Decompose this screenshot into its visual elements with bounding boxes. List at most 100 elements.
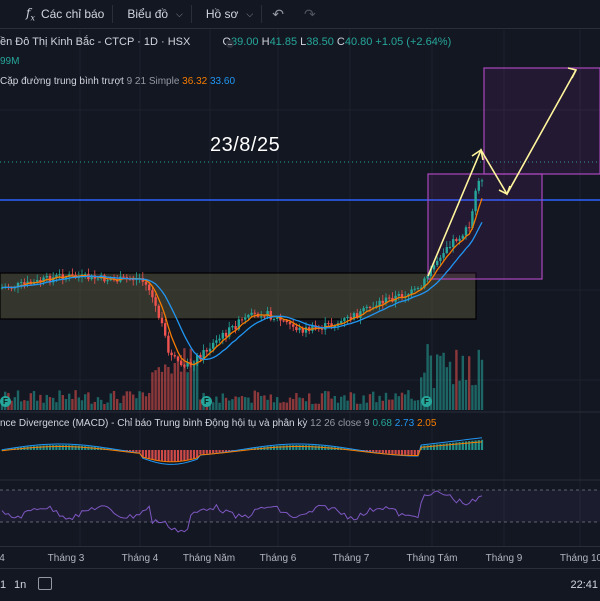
candle-body — [218, 338, 221, 341]
macd-bar — [468, 441, 471, 450]
candle-body — [176, 356, 180, 361]
volume-bar — [125, 391, 128, 410]
target-box-lower[interactable] — [427, 173, 543, 280]
macd-bar — [404, 450, 407, 455]
macd-bar — [164, 450, 167, 462]
macd-bar — [170, 450, 173, 462]
candle-body — [311, 325, 314, 331]
volume-bar — [176, 359, 180, 410]
volume-bar — [192, 360, 196, 410]
candle-body — [272, 318, 276, 320]
forecast-arrows[interactable] — [427, 67, 578, 277]
profile-button[interactable]: Hồ sơ ⌵ — [192, 0, 261, 28]
volume-bar — [458, 380, 461, 410]
xaxis-label: Tháng 4 — [121, 553, 159, 564]
volume-bar — [471, 385, 474, 410]
volume-bar — [135, 398, 138, 410]
macd-bar — [224, 450, 228, 452]
dividend-f-icon[interactable]: F — [201, 396, 212, 407]
macd-bar — [394, 450, 397, 455]
volume-bar — [45, 394, 48, 410]
indicators-button[interactable]: fx Các chỉ báo — [0, 0, 112, 28]
candle-body — [276, 317, 279, 319]
macd-bar — [208, 450, 212, 454]
candle-body — [39, 279, 42, 283]
candle-body — [400, 294, 404, 298]
macd-bar — [423, 445, 426, 450]
ohlc-h-value: 41.85 — [269, 36, 298, 48]
candle-body — [471, 211, 474, 229]
symbol-title[interactable]: ền Đô Thị Kinh Bắc - CTCP · 1D · HSX — [0, 36, 191, 48]
candle-body — [384, 297, 388, 304]
chart-type-button[interactable]: Biểu đồ ⌵ — [113, 0, 191, 28]
volume-bar — [362, 395, 365, 410]
macd-bar — [397, 450, 400, 455]
time-axis[interactable]: 4 Tháng 3 Tháng 4 Tháng Năm Tháng 6 Thán… — [0, 546, 600, 569]
volume-bar — [375, 402, 378, 410]
macd-bar — [7, 448, 10, 450]
target-box-upper[interactable] — [483, 67, 600, 175]
candle-body — [455, 239, 458, 241]
candle-body — [109, 279, 112, 281]
candle-body — [461, 235, 464, 239]
candle-body — [397, 294, 400, 296]
volume-bar — [461, 355, 464, 410]
candle-body — [452, 239, 455, 247]
candle-body — [439, 257, 442, 261]
candle-body — [282, 320, 285, 322]
dividend-f-icon[interactable]: F — [421, 396, 432, 407]
volume-bar — [48, 397, 52, 410]
candle-body — [333, 325, 336, 327]
volume-bar — [276, 397, 279, 410]
volume-bar — [58, 390, 61, 410]
collapse-legend-icon[interactable] — [226, 40, 234, 48]
macd-bar — [71, 445, 74, 450]
macd-bar — [301, 445, 304, 450]
macd-bar — [317, 445, 320, 450]
volume-bar — [253, 390, 256, 410]
candle-body — [301, 327, 304, 333]
macd-bar — [112, 449, 116, 451]
macd-bar — [154, 450, 157, 461]
macd-bar — [375, 450, 378, 453]
volume-bar — [432, 388, 436, 410]
volume-bar — [400, 392, 404, 410]
rsi-line — [1, 490, 483, 533]
volume-bar — [288, 397, 292, 410]
candle-body — [144, 281, 148, 285]
macd-bar — [151, 450, 154, 460]
volume-bar — [250, 402, 253, 410]
candle-body — [416, 287, 420, 289]
candle-body — [84, 273, 87, 275]
macd-bar — [64, 445, 68, 450]
candle-body — [208, 348, 212, 352]
candle-body — [477, 180, 480, 191]
volume-bar — [80, 400, 84, 410]
candle-body — [221, 332, 224, 339]
dividend-f-icon[interactable]: F — [0, 396, 11, 407]
undo-icon[interactable]: ↶ — [272, 5, 284, 22]
consolidation-box[interactable] — [0, 272, 477, 320]
volume-bar — [26, 400, 29, 410]
range-button[interactable]: 1n — [14, 579, 27, 591]
candle-body — [170, 352, 173, 356]
candle-body — [420, 287, 423, 289]
macd-bar — [474, 440, 477, 450]
candle-body — [368, 306, 372, 308]
candle-body — [228, 327, 231, 337]
macd-bar — [196, 450, 199, 458]
calendar-icon[interactable] — [38, 577, 52, 590]
price-chart[interactable] — [0, 0, 600, 546]
range-button[interactable]: 1 — [0, 579, 7, 591]
ma-slow-line — [1, 221, 483, 361]
date-annotation[interactable]: 23/8/25 — [210, 134, 281, 156]
volume-bar — [404, 394, 407, 410]
volume-bar — [151, 372, 154, 410]
redo-icon[interactable]: ↷ — [303, 5, 316, 22]
macd-bar — [192, 450, 196, 459]
candle-body — [292, 324, 295, 327]
volume-bar — [359, 403, 362, 410]
candle-body — [160, 317, 164, 324]
ma-legend: Cặp đường trung bình trượt 9 21 Simple 3… — [0, 76, 235, 87]
candle-body — [359, 311, 362, 319]
